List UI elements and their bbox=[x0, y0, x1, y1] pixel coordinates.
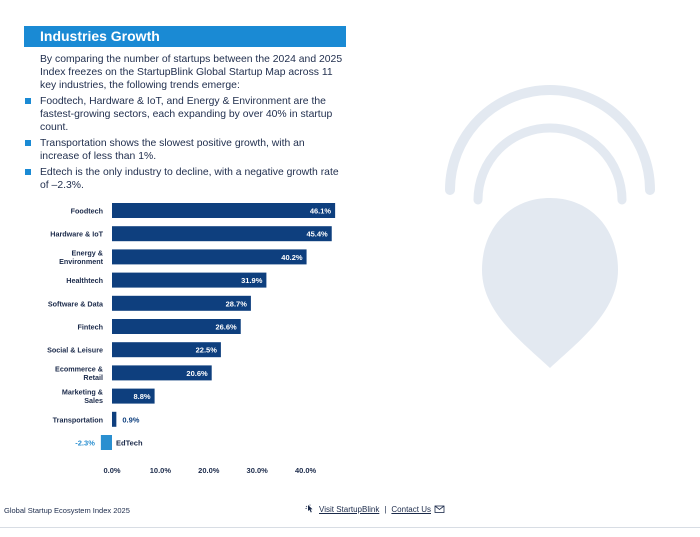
data-label: 46.1% bbox=[310, 207, 332, 216]
trend-text: Edtech is the only industry to decline, … bbox=[40, 167, 339, 191]
footer-report-title: Global Startup Ecosystem Index 2025 bbox=[4, 506, 130, 515]
location-pin-watermark-icon bbox=[445, 85, 655, 368]
chart-bar bbox=[112, 411, 117, 427]
category-label: Software & Data bbox=[48, 299, 104, 308]
x-tick-label: 10.0% bbox=[150, 466, 172, 475]
trend-list: Foodtech, Hardware & IoT, and Energy & E… bbox=[24, 95, 346, 195]
category-label: Social & Leisure bbox=[47, 346, 103, 355]
category-label: Ecommerce & bbox=[55, 364, 103, 373]
chart-bar bbox=[112, 203, 336, 218]
chart-bar bbox=[112, 342, 221, 358]
category-label: Transportation bbox=[53, 415, 103, 424]
category-label: Environment bbox=[59, 257, 104, 266]
data-label: -2.3% bbox=[75, 439, 95, 448]
chart-bar bbox=[112, 295, 251, 311]
chart-bar bbox=[112, 319, 241, 334]
x-tick-label: 20.0% bbox=[198, 466, 220, 475]
data-label: 20.6% bbox=[186, 369, 208, 378]
category-label: Sales bbox=[84, 396, 103, 405]
category-label: Hardware & IoT bbox=[50, 230, 103, 239]
chart-bar bbox=[112, 365, 212, 381]
category-label: Fintech bbox=[77, 323, 103, 332]
intro-paragraph: By comparing the number of startups betw… bbox=[40, 54, 343, 91]
chart-bar bbox=[112, 226, 332, 242]
x-tick-label: 40.0% bbox=[295, 466, 317, 475]
trend-item: Edtech is the only industry to decline, … bbox=[24, 166, 346, 192]
pointer-icon bbox=[305, 504, 313, 513]
footer-links: Visit StartupBlink | Contact Us bbox=[304, 504, 446, 514]
x-tick-label: 30.0% bbox=[247, 466, 269, 475]
trend-text: Foodtech, Hardware & IoT, and Energy & E… bbox=[40, 96, 333, 133]
data-label: 26.6% bbox=[215, 323, 237, 332]
chart-bar bbox=[112, 272, 267, 288]
mail-icon bbox=[434, 505, 445, 513]
data-label: 45.4% bbox=[306, 230, 328, 239]
contact-us-link[interactable]: Contact Us bbox=[391, 504, 431, 514]
data-label: 31.9% bbox=[241, 276, 263, 285]
trend-item: Transportation shows the slowest positiv… bbox=[24, 137, 346, 163]
data-label: 0.9% bbox=[122, 415, 139, 424]
category-label: Healthtech bbox=[66, 276, 103, 285]
bullet-square-icon bbox=[25, 169, 31, 175]
chart-bar bbox=[112, 388, 155, 404]
category-label: Retail bbox=[83, 373, 103, 382]
section-title: Industries Growth bbox=[24, 26, 346, 47]
trend-item: Foodtech, Hardware & IoT, and Energy & E… bbox=[24, 95, 346, 134]
bullet-square-icon bbox=[25, 98, 31, 104]
data-label: 28.7% bbox=[226, 299, 248, 308]
category-label: Marketing & bbox=[62, 388, 103, 397]
category-label: EdTech bbox=[116, 439, 143, 448]
bullet-square-icon bbox=[25, 140, 31, 146]
footer-separator: | bbox=[384, 504, 387, 514]
data-label: 22.5% bbox=[196, 346, 218, 355]
x-tick-label: 0.0% bbox=[103, 466, 120, 475]
footer-divider bbox=[0, 527, 700, 528]
trend-text: Transportation shows the slowest positiv… bbox=[40, 138, 305, 162]
category-label: Energy & bbox=[71, 248, 103, 257]
industries-growth-chart: 46.1% Foodtech 45.4% Hardware & IoT 40.2% Ene… bbox=[47, 203, 336, 475]
data-label: 8.8% bbox=[133, 392, 150, 401]
visit-startupblink-link[interactable]: Visit StartupBlink bbox=[319, 504, 380, 514]
data-label: 40.2% bbox=[281, 253, 303, 262]
category-label: Foodtech bbox=[71, 207, 103, 216]
chart-bar bbox=[100, 435, 112, 450]
chart-bar bbox=[112, 249, 307, 265]
